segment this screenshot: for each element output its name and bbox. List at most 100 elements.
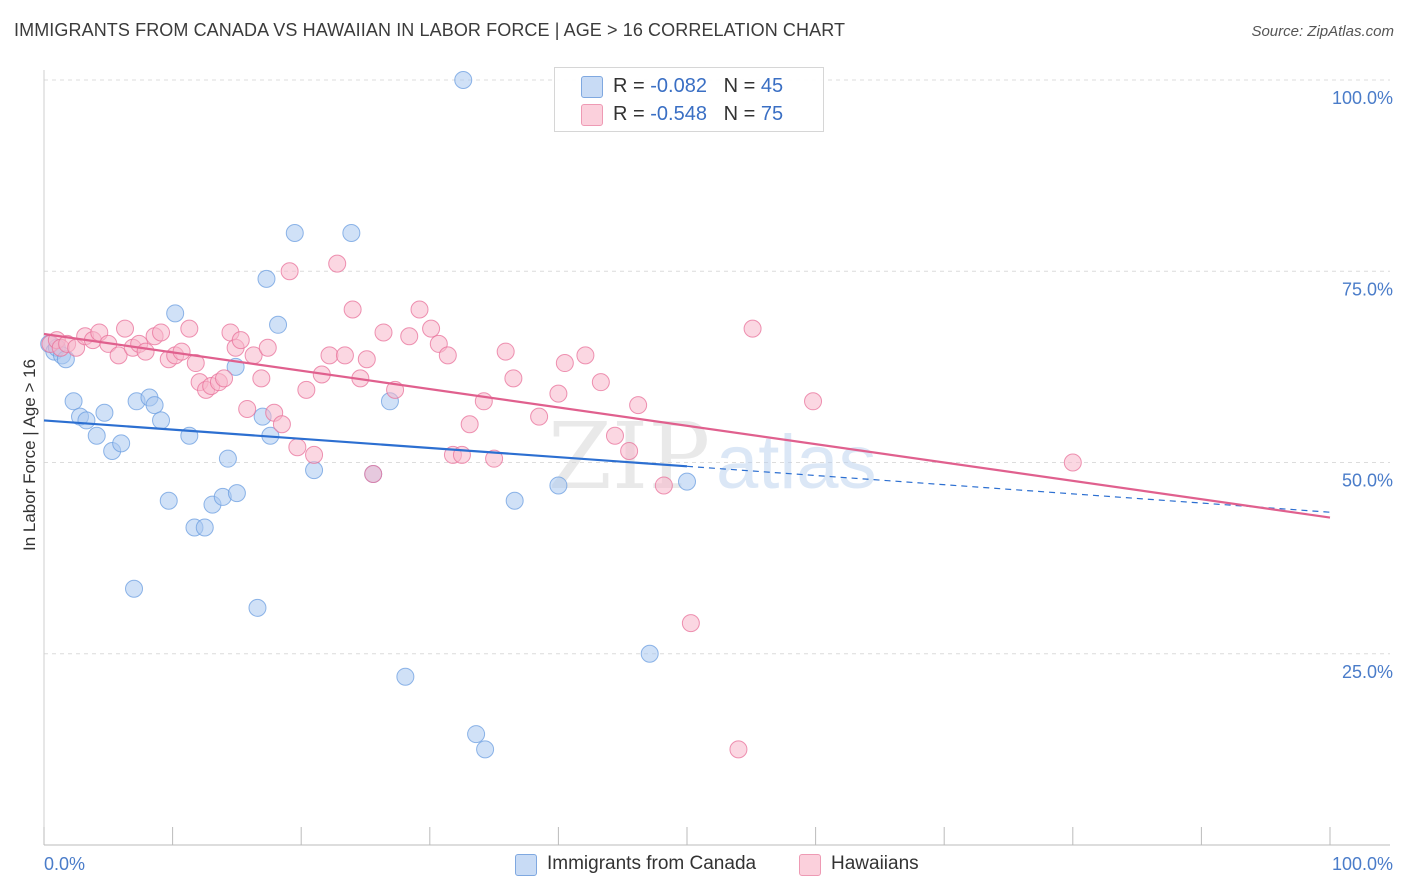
stats-swatch-hawaiians	[581, 104, 603, 126]
point-hawaiian	[280, 262, 299, 281]
point-hawaiian	[620, 442, 639, 461]
point-canada	[77, 411, 96, 430]
point-hawaiian	[374, 323, 393, 342]
y-tick-label: 25.0%	[1342, 662, 1393, 682]
point-hawaiian	[172, 342, 191, 361]
y-tick-label: 75.0%	[1342, 279, 1393, 299]
r-value-canada: -0.082	[650, 75, 707, 97]
point-hawaiian	[238, 399, 257, 418]
point-canada	[269, 315, 288, 334]
point-hawaiian	[1063, 453, 1082, 472]
point-canada	[248, 598, 267, 617]
legend-label-hawaiians: Hawaiians	[831, 853, 919, 874]
point-canada	[476, 740, 495, 759]
trend-line-hawaiians	[43, 332, 1331, 519]
point-canada	[505, 491, 524, 510]
point-hawaiian	[320, 346, 339, 365]
point-hawaiian	[357, 350, 376, 369]
stats-swatch-canada	[581, 76, 603, 98]
point-hawaiian	[605, 426, 624, 445]
x-tick-label-max: 100.0%	[1332, 854, 1393, 874]
point-hawaiian	[530, 407, 549, 426]
source-label: Source: ZipAtlas.com	[1251, 23, 1394, 40]
point-hawaiian	[136, 342, 155, 361]
watermark: ZIP atlas	[548, 403, 877, 510]
point-canada	[396, 667, 415, 686]
point-hawaiian	[743, 319, 762, 338]
point-canada	[166, 304, 185, 323]
point-canada	[305, 461, 324, 480]
n-value-hawaiians: 75	[760, 103, 784, 125]
point-canada	[227, 484, 246, 503]
point-canada	[95, 403, 114, 422]
r-label: R =	[613, 75, 651, 97]
legend-swatch-hawaiians	[799, 854, 821, 876]
axes	[43, 70, 1390, 846]
point-hawaiian	[180, 319, 199, 338]
point-hawaiian	[504, 369, 523, 388]
point-canada	[257, 269, 276, 288]
point-hawaiian	[681, 614, 700, 633]
point-canada	[87, 426, 106, 445]
point-canada	[678, 472, 696, 491]
trend-line-canada	[43, 419, 688, 468]
point-canada	[342, 224, 361, 242]
point-hawaiian	[258, 338, 277, 357]
point-hawaiian	[215, 369, 234, 388]
point-hawaiian	[438, 346, 457, 365]
point-canada	[218, 449, 237, 468]
point-hawaiian	[328, 254, 347, 273]
trend-lines	[43, 332, 1331, 519]
r-label: R =	[613, 103, 651, 125]
n-value-canada: 45	[760, 75, 784, 97]
legend-label-canada: Immigrants from Canada	[547, 853, 757, 874]
point-hawaiian	[591, 373, 610, 392]
point-canada	[195, 518, 214, 537]
point-hawaiian	[288, 438, 307, 457]
point-hawaiian	[297, 380, 316, 399]
point-hawaiian	[485, 449, 504, 468]
chart-title: IMMIGRANTS FROM CANADA VS HAWAIIAN IN LA…	[14, 20, 846, 40]
n-label: N =	[723, 75, 761, 97]
point-canada	[64, 392, 83, 411]
point-hawaiian	[460, 415, 479, 434]
point-hawaiian	[654, 476, 673, 495]
point-canada	[125, 579, 144, 598]
point-canada	[145, 396, 164, 415]
point-hawaiian	[252, 369, 271, 388]
point-hawaiian	[629, 396, 648, 415]
point-canada	[467, 725, 486, 744]
point-hawaiian	[335, 346, 354, 365]
point-canada	[152, 411, 171, 430]
point-hawaiian	[272, 415, 291, 434]
point-canada	[640, 644, 659, 663]
tick-labels: 25.0% 50.0% 75.0% 100.0% 0.0% 100.0%	[44, 88, 1393, 874]
n-label: N =	[723, 103, 761, 125]
point-hawaiian	[109, 346, 128, 365]
point-hawaiian	[555, 354, 574, 373]
y-tick-label: 100.0%	[1332, 88, 1393, 108]
point-canada	[285, 224, 304, 242]
point-hawaiian	[496, 342, 515, 361]
point-hawaiian	[343, 300, 362, 319]
point-hawaiian	[729, 740, 748, 759]
point-hawaiian	[116, 319, 135, 338]
point-hawaiian	[804, 392, 823, 411]
point-hawaiian	[152, 323, 171, 342]
y-tick-label: 50.0%	[1342, 471, 1393, 491]
trend-line-canada-extension	[686, 465, 1331, 513]
point-hawaiian	[231, 331, 250, 350]
point-canada	[454, 71, 473, 89]
point-hawaiian	[576, 346, 595, 365]
grid-lines	[44, 79, 1390, 655]
point-canada	[112, 434, 131, 453]
point-hawaiian	[422, 319, 441, 338]
r-value-hawaiians: -0.548	[650, 103, 707, 125]
point-canada	[159, 491, 178, 510]
point-hawaiian	[410, 300, 429, 319]
point-hawaiian	[549, 384, 568, 403]
legend-swatch-canada	[515, 854, 537, 876]
x-tick-label-min: 0.0%	[44, 854, 85, 874]
stats-box: R = -0.082 N = 45 R = -0.548 N = 75	[554, 67, 824, 132]
